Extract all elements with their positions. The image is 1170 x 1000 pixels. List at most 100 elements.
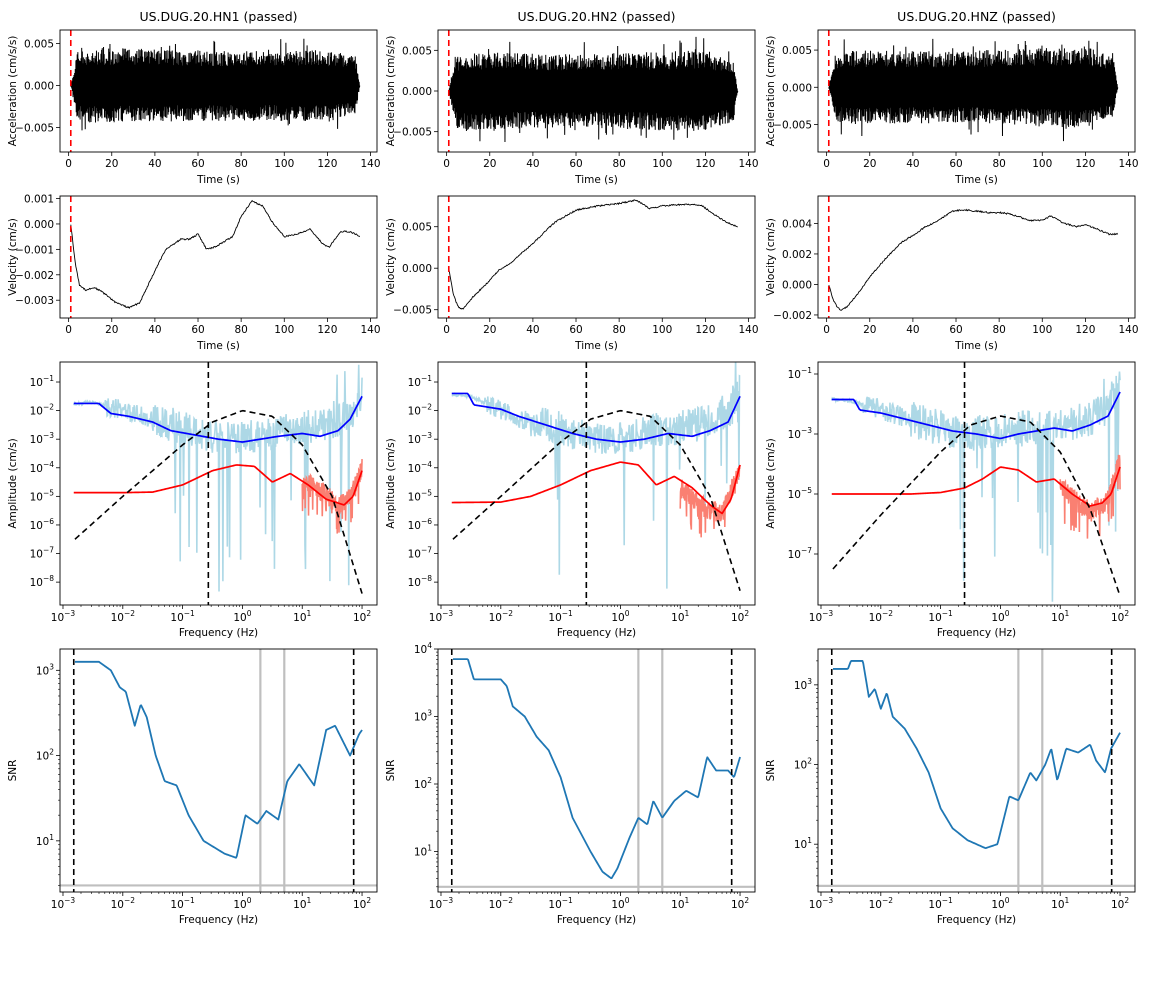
velocity-ytick-label: −0.005 <box>393 305 432 317</box>
snr-plot: 10−3 10−2 10−1 100 101 102 101 102 103 104 Frequen… <box>385 641 756 926</box>
spectrum-xlabel: Frequency (Hz) <box>937 627 1016 639</box>
snr-xtick-label: 101 <box>671 896 689 911</box>
snr-frame <box>817 648 1136 893</box>
acceleration-xtick-label: 80 <box>234 158 247 170</box>
acceleration-ylabel: Acceleration (cm/s/s) <box>7 36 19 147</box>
spectrum-ytick-label: 10−4 <box>30 460 55 475</box>
acceleration-ytick-label: 0.005 <box>402 45 432 57</box>
spectrum-xtick-label: 10−2 <box>869 609 894 624</box>
velocity-ytick-label: 0.002 <box>782 249 812 261</box>
snr-xtick-label: 100 <box>233 896 251 911</box>
acceleration-xtick-label: 140 <box>361 158 381 170</box>
acceleration-xtick-label: 60 <box>949 158 962 170</box>
acceleration-trace <box>448 36 739 143</box>
acceleration-xtick-label: 100 <box>274 158 294 170</box>
velocity-ytick-label: 0.000 <box>24 219 54 231</box>
acceleration-ytick-label: −0.005 <box>15 123 54 135</box>
spectrum-ytick-label: 10−7 <box>788 546 813 561</box>
velocity-xtick-label: 20 <box>863 324 876 336</box>
noise-spectrum-smoothed <box>451 461 741 515</box>
velocity-trace <box>448 199 738 310</box>
spectrum-xtick-label: 10−2 <box>111 609 136 624</box>
spectrum-xtick-label: 102 <box>1111 609 1129 624</box>
spectrum-xtick-label: 10−2 <box>489 609 514 624</box>
acceleration-xtick-label: 0 <box>443 158 450 170</box>
snr-xtick-label: 10−1 <box>548 896 573 911</box>
acceleration-ylabel: Acceleration (cm/s/s) <box>765 36 777 147</box>
snr-plot: 10−3 10−2 10−1 100 101 102 101 102 103 Frequency … <box>7 648 378 926</box>
snr-ytick-label: 103 <box>414 709 432 724</box>
snr-curve <box>832 660 1121 849</box>
signal-spectrum-smoothed <box>831 391 1121 440</box>
snr-ytick-label: 103 <box>794 677 812 692</box>
snr-ytick-label: 104 <box>414 641 432 656</box>
velocity-xtick-label: 100 <box>1032 324 1052 336</box>
acceleration-xtick-label: 120 <box>695 158 715 170</box>
brune-model-curve <box>832 415 1121 597</box>
snr-plot: 10−3 10−2 10−1 100 101 102 101 102 103 Frequency … <box>765 648 1136 926</box>
snr-ytick-label: 102 <box>36 748 54 763</box>
velocity-ytick-label: −0.002 <box>15 270 54 282</box>
velocity-ytick-label: −0.001 <box>15 244 54 256</box>
snr-frame <box>437 648 756 893</box>
acceleration-trace <box>828 38 1119 142</box>
acceleration-xtick-label: 0 <box>823 158 830 170</box>
spectrum-ytick-label: 10−4 <box>408 460 433 475</box>
velocity-ytick-label: −0.003 <box>15 295 54 307</box>
velocity-xtick-label: 120 <box>317 324 337 336</box>
signal-spectrum-smoothed <box>451 392 741 443</box>
velocity-xtick-label: 100 <box>274 324 294 336</box>
signal-spectrum-smoothed <box>73 395 363 443</box>
velocity-frame <box>437 195 756 319</box>
velocity-ytick-label: 0.000 <box>782 279 812 291</box>
snr-ytick-label: 103 <box>36 662 54 677</box>
velocity-trace <box>828 208 1119 311</box>
spectrum-ytick-label: 10−3 <box>788 426 813 441</box>
panel-column-hn2: US.DUG.20.HN2 (passed) 0 20 40 60 80 100 120 140… <box>385 9 759 926</box>
acceleration-xtick-label: 100 <box>652 158 672 170</box>
velocity-ytick-label: 0.001 <box>24 194 54 206</box>
acceleration-xtick-label: 20 <box>483 158 496 170</box>
acceleration-ytick-label: −0.005 <box>773 119 812 131</box>
acceleration-xtick-label: 140 <box>739 158 759 170</box>
acceleration-xtick-label: 40 <box>148 158 161 170</box>
velocity-xtick-label: 20 <box>483 324 496 336</box>
spectrum-ytick-label: 10−8 <box>30 574 55 589</box>
acceleration-xtick-label: 20 <box>105 158 118 170</box>
signal-spectrum-raw <box>830 371 1121 602</box>
panel-title: US.DUG.20.HNZ (passed) <box>897 9 1056 24</box>
snr-xtick-label: 10−3 <box>51 896 76 911</box>
spectrum-ytick-label: 10−1 <box>788 366 813 381</box>
velocity-xtick-label: 40 <box>148 324 161 336</box>
spectrum-ytick-label: 10−3 <box>30 431 55 446</box>
spectrum-ytick-label: 10−7 <box>30 546 55 561</box>
snr-xtick-label: 10−2 <box>869 896 894 911</box>
snr-xlabel: Frequency (Hz) <box>557 914 636 926</box>
snr-ytick-label: 101 <box>36 833 54 848</box>
panel-title: US.DUG.20.HN2 (passed) <box>517 9 675 24</box>
snr-xtick-label: 100 <box>991 896 1009 911</box>
acceleration-xtick-label: 0 <box>65 158 72 170</box>
snr-xtick-label: 102 <box>353 896 371 911</box>
velocity-xtick-label: 0 <box>823 324 830 336</box>
spectrum-plot: 10−3 10−2 10−1 100 101 102 10−8 10−7 10−6 10−5 10−… <box>385 361 756 639</box>
acceleration-xtick-label: 20 <box>863 158 876 170</box>
spectrum-ytick-label: 10−1 <box>30 374 55 389</box>
snr-xtick-label: 102 <box>731 896 749 911</box>
acceleration-ytick-label: 0.000 <box>24 81 54 93</box>
noise-spectrum-raw <box>679 466 741 538</box>
velocity-xtick-label: 100 <box>652 324 672 336</box>
velocity-xlabel: Time (s) <box>954 340 998 352</box>
acceleration-frame <box>437 29 756 153</box>
spectrum-xtick-label: 100 <box>611 609 629 624</box>
acceleration-xlabel: Time (s) <box>574 174 618 186</box>
velocity-ylabel: Velocity (cm/s) <box>7 218 19 296</box>
spectrum-xtick-label: 100 <box>233 609 251 624</box>
spectrum-ytick-label: 10−6 <box>408 517 433 532</box>
spectrum-xlabel: Frequency (Hz) <box>179 627 258 639</box>
velocity-frame <box>59 195 378 319</box>
snr-curve <box>452 658 741 880</box>
spectrum-ytick-label: 10−7 <box>408 546 433 561</box>
velocity-trace <box>70 199 361 309</box>
velocity-xtick-label: 140 <box>361 324 381 336</box>
